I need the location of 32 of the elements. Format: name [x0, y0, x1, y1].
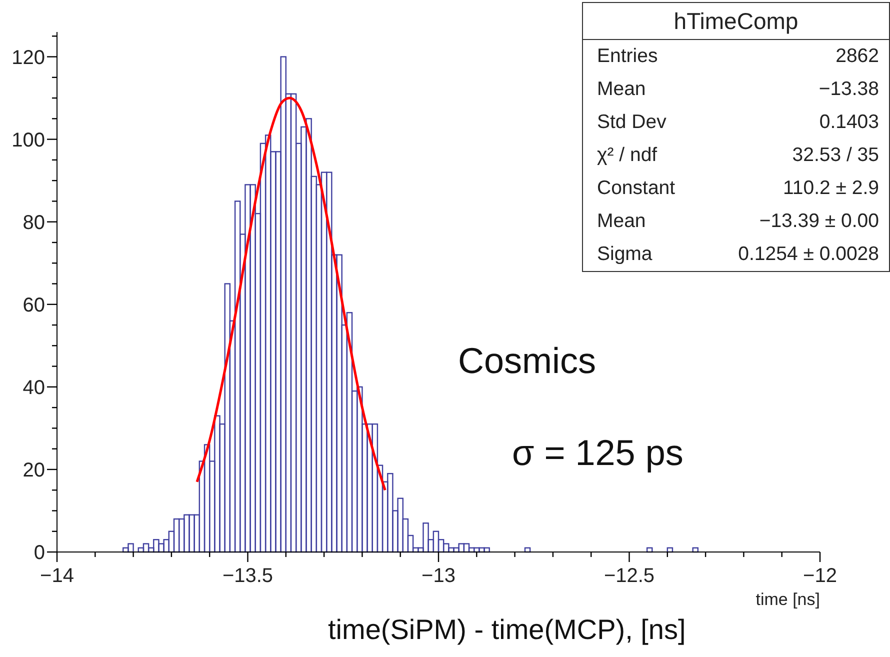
- annotation: σ = 125 ps: [512, 432, 684, 474]
- annotation: Mean: [597, 77, 646, 102]
- annotation: −13.38: [818, 77, 879, 102]
- x-axis-title: time [ns]: [756, 590, 820, 610]
- x-tick-label: −12.5: [604, 565, 655, 587]
- y-tick-label: 120: [12, 46, 45, 69]
- x-tick-label: −12: [803, 565, 837, 587]
- x-tick-label: −13.5: [222, 565, 274, 587]
- x-tick-label: −14: [40, 565, 74, 587]
- y-tick-label: 60: [22, 294, 45, 316]
- annotation: −13.39 ± 0.00: [759, 209, 879, 234]
- annotation: Mean: [597, 209, 646, 234]
- y-tick-label: 40: [22, 376, 45, 399]
- annotation: Cosmics: [458, 340, 596, 382]
- annotation: Entries: [597, 44, 658, 69]
- y-tick-label: 100: [12, 129, 45, 152]
- annotation: 0.1254 ± 0.0028: [738, 242, 879, 267]
- annotation: 110.2 ± 2.9: [783, 176, 879, 201]
- text: 2862: [836, 44, 879, 69]
- annotation: Sigma: [597, 242, 652, 267]
- y-tick-label: 80: [22, 212, 45, 234]
- annotation: 0.1403: [819, 110, 879, 135]
- annotation: Std Dev: [597, 110, 666, 135]
- text: time(SiPM) - time(MCP), [ns]: [328, 614, 686, 646]
- line-series: [196, 96, 386, 492]
- y-tick-label: 20: [22, 459, 45, 482]
- annotation: χ² / ndf: [597, 143, 658, 168]
- x-tick-label: −13: [422, 565, 456, 587]
- annotation: Constant: [597, 176, 676, 201]
- annotation: hTimeComp: [583, 3, 889, 40]
- y-tick-label: 0: [34, 542, 45, 564]
- annotation: 32.53 / 35: [792, 143, 879, 168]
